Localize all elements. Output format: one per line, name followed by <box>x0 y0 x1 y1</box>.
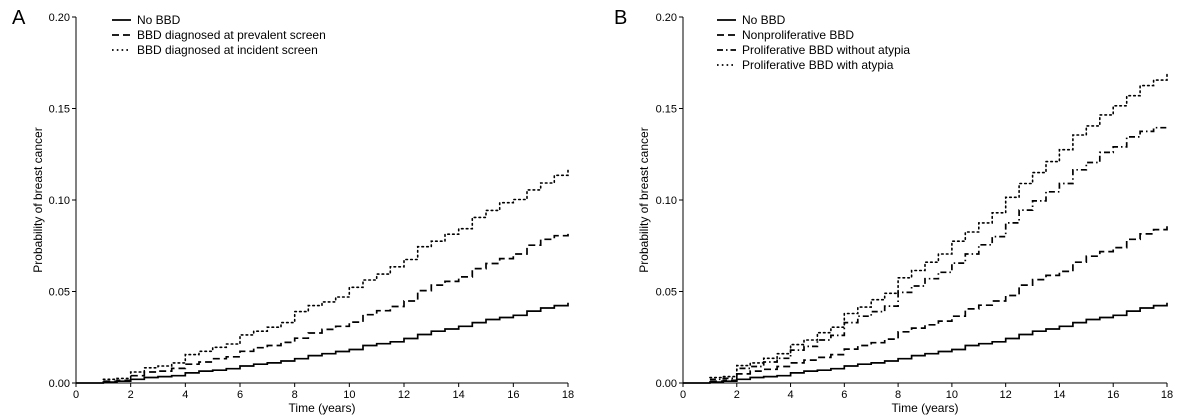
legend-entry-4: Proliferative BBD with atypia <box>742 58 894 72</box>
y-axis-label: Probability of breast cancer <box>31 127 45 272</box>
x-tick-label: 12 <box>1000 389 1012 401</box>
x-tick-label: 10 <box>946 389 958 401</box>
y-tick-label: 0.20 <box>49 12 70 24</box>
legend-entry-1: No BBD <box>137 13 181 27</box>
y-tick-label: 0.05 <box>49 287 70 299</box>
y-axis-label: Probability of breast cancer <box>637 127 651 272</box>
y-tick-label: 0.15 <box>49 104 70 116</box>
series-line-1 <box>683 302 1168 384</box>
x-tick-label: 6 <box>841 389 847 401</box>
chart-panel-b: B 0 2 4 6 8 10 12 14 16 18 0.00 0.05 0.10 0.15 0.20 Time… <box>614 7 1173 415</box>
series-line-2 <box>103 232 569 383</box>
series-line-1 <box>76 302 569 384</box>
series-line-2 <box>709 224 1168 383</box>
x-tick-label: 2 <box>128 389 134 401</box>
series-line-3 <box>709 125 1168 381</box>
legend-entry-3: BBD diagnosed at incident screen <box>137 43 318 57</box>
y-tick-label: 0.00 <box>49 378 70 390</box>
chart-panel-a: A 0 2 4 6 8 10 12 14 16 18 0.00 0.05 0.10 0.15 0.20 Time… <box>12 7 574 415</box>
x-tick-label: 16 <box>1107 389 1119 401</box>
series-line-4 <box>709 73 1168 379</box>
legend-entry-3: Proliferative BBD without atypia <box>742 43 910 57</box>
y-tick-label: 0.05 <box>656 287 677 299</box>
x-tick-label: 8 <box>292 389 298 401</box>
y-tick-label: 0.10 <box>49 195 70 207</box>
x-tick-label: 0 <box>73 389 79 401</box>
legend-entry-1: No BBD <box>742 13 786 27</box>
x-tick-label: 4 <box>182 389 188 401</box>
y-tick-label: 0.20 <box>656 12 677 24</box>
y-tick-label: 0.15 <box>656 104 677 116</box>
legend-entry-2: BBD diagnosed at prevalent screen <box>137 28 326 42</box>
y-tick-label: 0.10 <box>656 195 677 207</box>
x-tick-label: 4 <box>787 389 793 401</box>
x-tick-label: 14 <box>453 389 465 401</box>
x-tick-label: 8 <box>895 389 901 401</box>
x-tick-label: 6 <box>237 389 243 401</box>
legend-entry-2: Nonproliferative BBD <box>742 28 854 42</box>
x-tick-label: 16 <box>507 389 519 401</box>
x-tick-label: 10 <box>343 389 355 401</box>
panel-label: B <box>614 7 627 29</box>
x-tick-label: 12 <box>398 389 410 401</box>
y-tick-label: 0.00 <box>656 378 677 390</box>
x-tick-label: 0 <box>680 389 686 401</box>
x-tick-label: 18 <box>1161 389 1173 401</box>
panel-label: A <box>12 7 26 29</box>
x-tick-label: 2 <box>734 389 740 401</box>
x-axis-label: Time (years) <box>892 401 959 415</box>
x-axis-label: Time (years) <box>289 401 356 415</box>
x-tick-label: 14 <box>1053 389 1065 401</box>
series-line-3 <box>102 167 569 381</box>
x-tick-label: 18 <box>562 389 574 401</box>
